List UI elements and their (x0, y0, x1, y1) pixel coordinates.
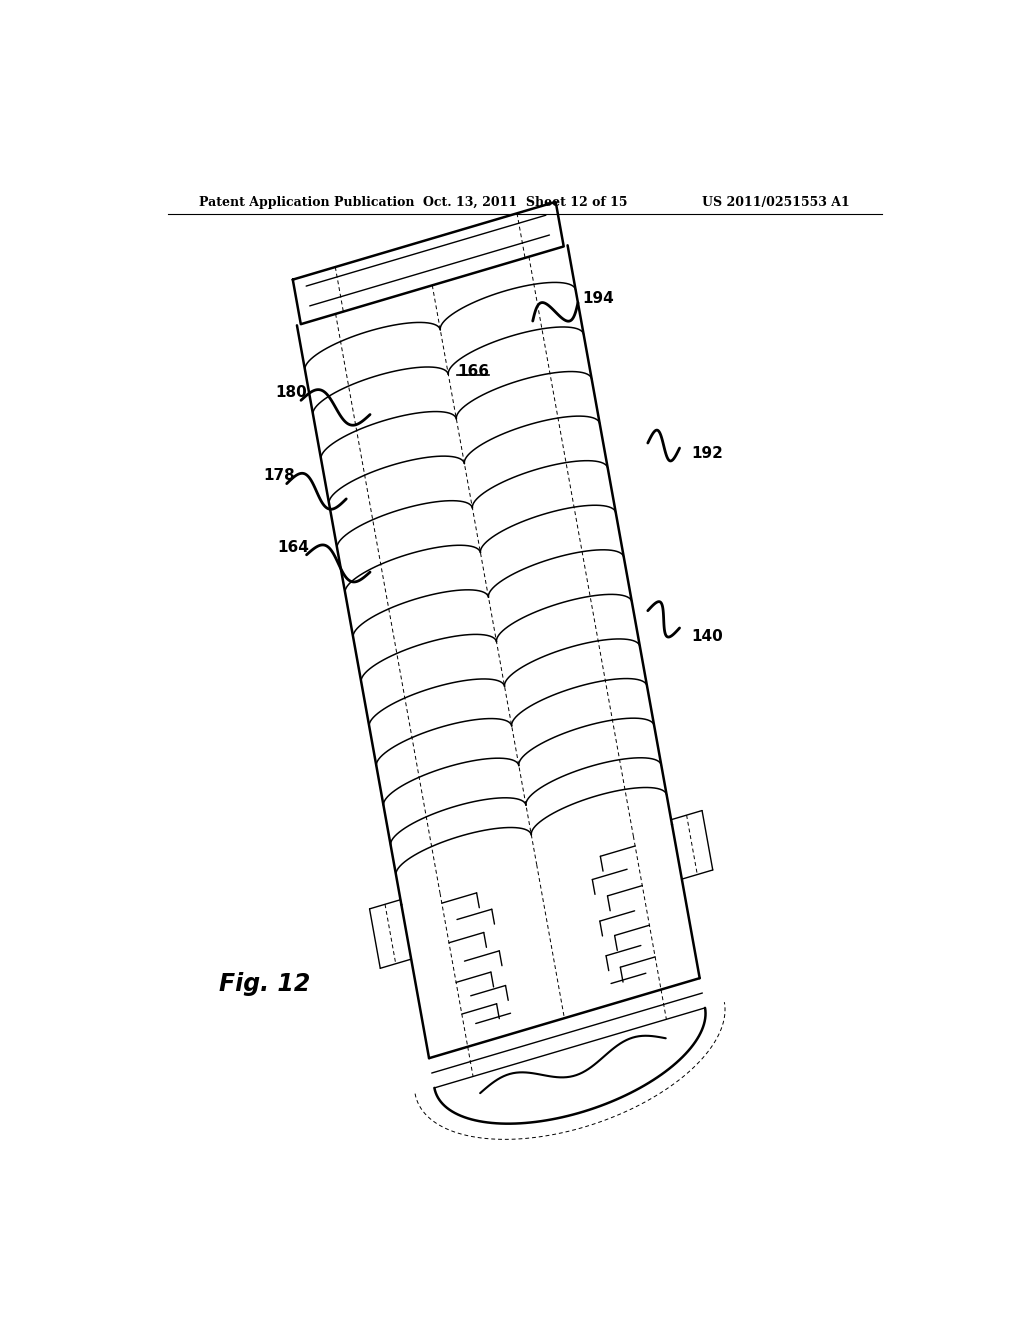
Text: 194: 194 (582, 292, 613, 306)
Text: 180: 180 (274, 384, 306, 400)
Text: 164: 164 (278, 540, 309, 556)
Text: Oct. 13, 2011  Sheet 12 of 15: Oct. 13, 2011 Sheet 12 of 15 (423, 195, 627, 209)
Text: US 2011/0251553 A1: US 2011/0251553 A1 (702, 195, 850, 209)
Text: 192: 192 (691, 446, 723, 461)
Text: Fig. 12: Fig. 12 (219, 972, 310, 995)
Text: Patent Application Publication: Patent Application Publication (200, 195, 415, 209)
Text: 166: 166 (458, 364, 489, 379)
Text: 140: 140 (691, 628, 723, 644)
Text: 178: 178 (263, 469, 295, 483)
